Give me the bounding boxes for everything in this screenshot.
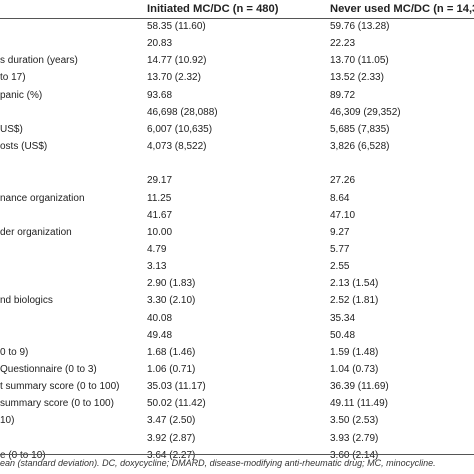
initiated-value: 58.35 (11.60) <box>147 21 206 32</box>
initiated-value: 35.03 (11.17) <box>147 381 206 393</box>
table-row: to 17) 13.70 (2.32) 13.52 (2.33) <box>0 69 474 87</box>
table-row: 49.48 50.48 <box>0 327 474 345</box>
never-used-value: 47.10 <box>330 209 356 221</box>
never-used-value: 2.13 (1.54) <box>330 278 379 290</box>
initiated-value: 1.06 (0.71) <box>147 364 196 375</box>
table-row: 58.35 (11.60) 59.76 (13.28) <box>0 18 474 36</box>
never-used-value: 59.76 (13.28) <box>330 21 390 32</box>
header-never-used-mcdc: Never used MC/DC (n = 14,30 <box>330 3 474 15</box>
table-row: t summary score (0 to 100) 35.03 (11.17) 3… <box>0 378 474 396</box>
never-used-value: 50.48 <box>330 329 356 341</box>
table-row: 3.92 (2.87) 3.93 (2.79) <box>0 430 474 448</box>
table-row: 29.17 27.26 <box>0 172 474 190</box>
never-used-value: 35.34 <box>330 312 356 324</box>
initiated-value: 50.02 (11.42) <box>147 398 206 410</box>
never-used-value: 13.70 (11.05) <box>330 55 389 67</box>
initiated-value: 14.77 (10.92) <box>147 55 207 67</box>
initiated-value: 20.83 <box>147 38 173 50</box>
initiated-value: 4.79 <box>147 243 167 255</box>
initiated-value: 40.08 <box>147 312 173 324</box>
initiated-value: 49.48 <box>147 329 173 341</box>
never-used-value: 13.52 (2.33) <box>330 72 384 84</box>
initiated-value: 10.00 <box>147 226 173 238</box>
table-row: 40.08 35.34 <box>0 310 474 328</box>
initiated-value: 3.47 (2.50) <box>147 415 196 427</box>
table-row: s duration (years) 14.77 (10.92) 13.70 (11… <box>0 52 474 70</box>
never-used-value: 49.11 (11.49) <box>330 398 389 410</box>
row-label: osts (US$) <box>0 141 48 153</box>
initiated-value: 3.13 <box>147 261 167 273</box>
never-used-value: 5,685 (7,835) <box>330 123 390 135</box>
never-used-value: 36.39 (11.69) <box>330 381 389 393</box>
never-used-value: 22.23 <box>330 38 356 50</box>
row-label: e (0 to 10) <box>0 449 46 461</box>
table-header: Initiated MC/DC (n = 480) Never used MC/… <box>0 0 474 19</box>
initiated-value: 3.92 (2.87) <box>147 432 196 444</box>
table-row <box>0 155 474 173</box>
row-label: summary score (0 to 100) <box>0 398 114 410</box>
never-used-value: 3.93 (2.79) <box>330 432 379 444</box>
row-label: 0 to 9) <box>0 346 29 358</box>
initiated-value: 13.70 (2.32) <box>147 72 201 84</box>
row-label: panic (%) <box>0 89 43 101</box>
row-label: Questionnaire (0 to 3) <box>0 364 97 375</box>
row-label: to 17) <box>0 72 26 84</box>
table-row: Questionnaire (0 to 3) 1.06 (0.71) 1.04 (0… <box>0 361 474 379</box>
table-row: der organization 10.00 9.27 <box>0 224 474 242</box>
initiated-value: 93.68 <box>147 89 173 101</box>
never-used-value: 3.50 (2.53) <box>330 415 379 427</box>
table-row: summary score (0 to 100) 50.02 (11.42) 49.… <box>0 395 474 413</box>
table-row: 41.67 47.10 <box>0 207 474 225</box>
row-label: der organization <box>0 226 72 238</box>
table-row: 2.90 (1.83) 2.13 (1.54) <box>0 275 474 293</box>
header-initiated-mcdc: Initiated MC/DC (n = 480) <box>147 3 279 15</box>
initiated-value: 41.67 <box>147 209 173 221</box>
table-row: 20.83 22.23 <box>0 35 474 53</box>
initiated-value: 11.25 <box>147 192 172 204</box>
row-label: US$) <box>0 123 23 135</box>
never-used-value: 9.27 <box>330 226 350 238</box>
initiated-value: 46,698 (28,088) <box>147 106 218 118</box>
never-used-value: 27.26 <box>330 175 356 187</box>
initiated-value: 3.30 (2.10) <box>147 295 196 307</box>
table-row: 10) 3.47 (2.50) 3.50 (2.53) <box>0 412 474 430</box>
table-row: osts (US$) 4,073 (8,522) 3,826 (6,528) <box>0 138 474 156</box>
initiated-value: 6,007 (10,635) <box>147 123 213 135</box>
table-row: US$) 6,007 (10,635) 5,685 (7,835) <box>0 121 474 139</box>
table-row: 4.79 5.77 <box>0 241 474 259</box>
table-row: nance organization 11.25 8.64 <box>0 190 474 208</box>
never-used-value: 1.59 (1.48) <box>330 346 379 358</box>
never-used-value: 2.52 (1.81) <box>330 295 379 307</box>
initiated-value: 29.17 <box>147 175 173 187</box>
row-label: s duration (years) <box>0 55 78 67</box>
never-used-value: 3.60 (2.14) <box>330 449 379 461</box>
initiated-value: 3.64 (2.27) <box>147 449 196 461</box>
never-used-value: 46,309 (29,352) <box>330 106 401 118</box>
table-row: e (0 to 10) 3.64 (2.27) 3.60 (2.14) <box>0 447 474 465</box>
never-used-value: 3,826 (6,528) <box>330 141 390 153</box>
table-row: 3.13 2.55 <box>0 258 474 276</box>
row-label: 10) <box>0 415 15 427</box>
initiated-value: 4,073 (8,522) <box>147 141 207 153</box>
never-used-value: 89.72 <box>330 89 356 101</box>
initiated-value: 2.90 (1.83) <box>147 278 196 290</box>
never-used-value: 2.55 <box>330 261 350 273</box>
table-row: 0 to 9) 1.68 (1.46) 1.59 (1.48) <box>0 344 474 362</box>
table-row: 46,698 (28,088) 46,309 (29,352) <box>0 104 474 122</box>
never-used-value: 8.64 <box>330 192 350 204</box>
never-used-value: 1.04 (0.73) <box>330 364 379 375</box>
table-bottom-rule <box>0 454 474 455</box>
table-row: nd biologics 3.30 (2.10) 2.52 (1.81) <box>0 292 474 310</box>
row-label: nd biologics <box>0 295 53 307</box>
never-used-value: 5.77 <box>330 243 350 255</box>
initiated-value: 1.68 (1.46) <box>147 346 196 358</box>
table-row: panic (%) 93.68 89.72 <box>0 87 474 105</box>
table-footnote: ean (standard deviation). DC, doxycyclin… <box>0 458 436 468</box>
row-label: t summary score (0 to 100) <box>0 381 120 393</box>
row-label: nance organization <box>0 192 85 204</box>
